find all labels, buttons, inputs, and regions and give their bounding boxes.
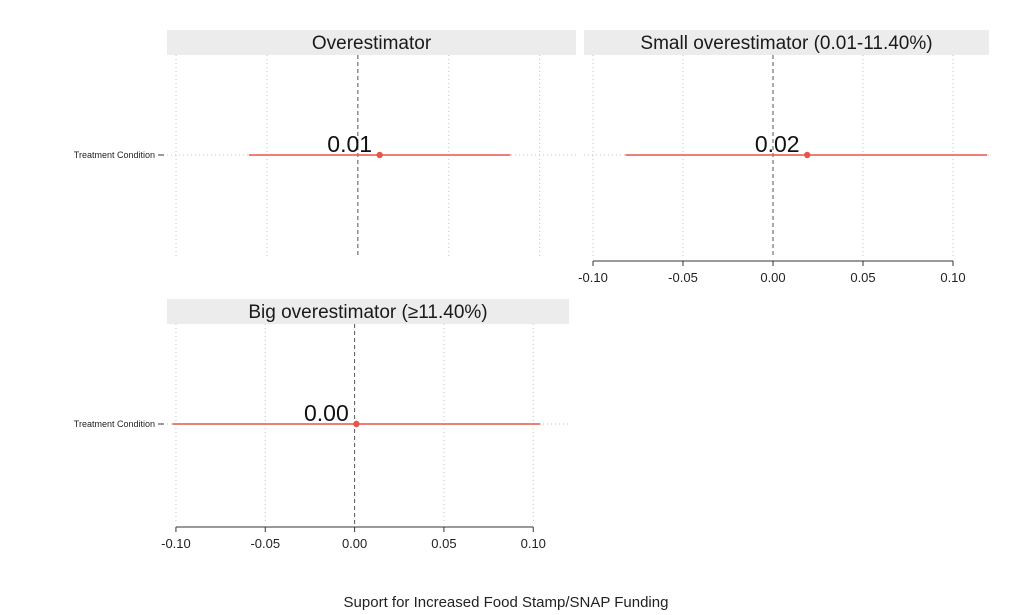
point-estimate	[804, 151, 811, 159]
facet-panel-3: Big overestimator (≥11.40%) 0.00 Treatment…	[74, 299, 569, 551]
x-tick-label: 0.10	[521, 536, 546, 551]
x-tick-label: 0.00	[760, 270, 785, 285]
y-tick-label: Treatment Condition	[74, 419, 155, 429]
point-estimate	[353, 420, 360, 428]
facet-strip-title: Small overestimator (0.01-11.40%)	[640, 33, 932, 54]
x-tick-label: -0.10	[578, 270, 608, 285]
facet-panel-2: Small overestimator (0.01-11.40%) 0.02 -0.…	[578, 30, 989, 285]
facet-strip-title: Big overestimator (≥11.40%)	[248, 302, 487, 323]
facet-strip	[167, 30, 576, 55]
facet-strip-title: Overestimator	[312, 33, 432, 54]
facet-panel-1: Overestimator 0.01 Treatment Condition	[74, 30, 576, 258]
estimate-label: 0.00	[304, 400, 349, 426]
x-tick-label: 0.05	[850, 270, 875, 285]
facet-strip	[167, 299, 569, 324]
x-tick-label: 0.00	[342, 536, 367, 551]
estimate-label: 0.02	[755, 131, 800, 157]
x-tick-label: -0.05	[250, 536, 280, 551]
point-estimate	[376, 151, 383, 159]
estimate-label: 0.01	[327, 131, 372, 157]
x-tick-label: 0.05	[431, 536, 456, 551]
x-tick-label: -0.10	[161, 536, 191, 551]
facet-strip	[584, 30, 989, 55]
y-tick-label: Treatment Condition	[74, 150, 155, 160]
x-axis-title: Suport for Increased Food Stamp/SNAP Fun…	[344, 594, 669, 611]
x-tick-label: 0.10	[940, 270, 965, 285]
x-tick-label: -0.05	[668, 270, 698, 285]
